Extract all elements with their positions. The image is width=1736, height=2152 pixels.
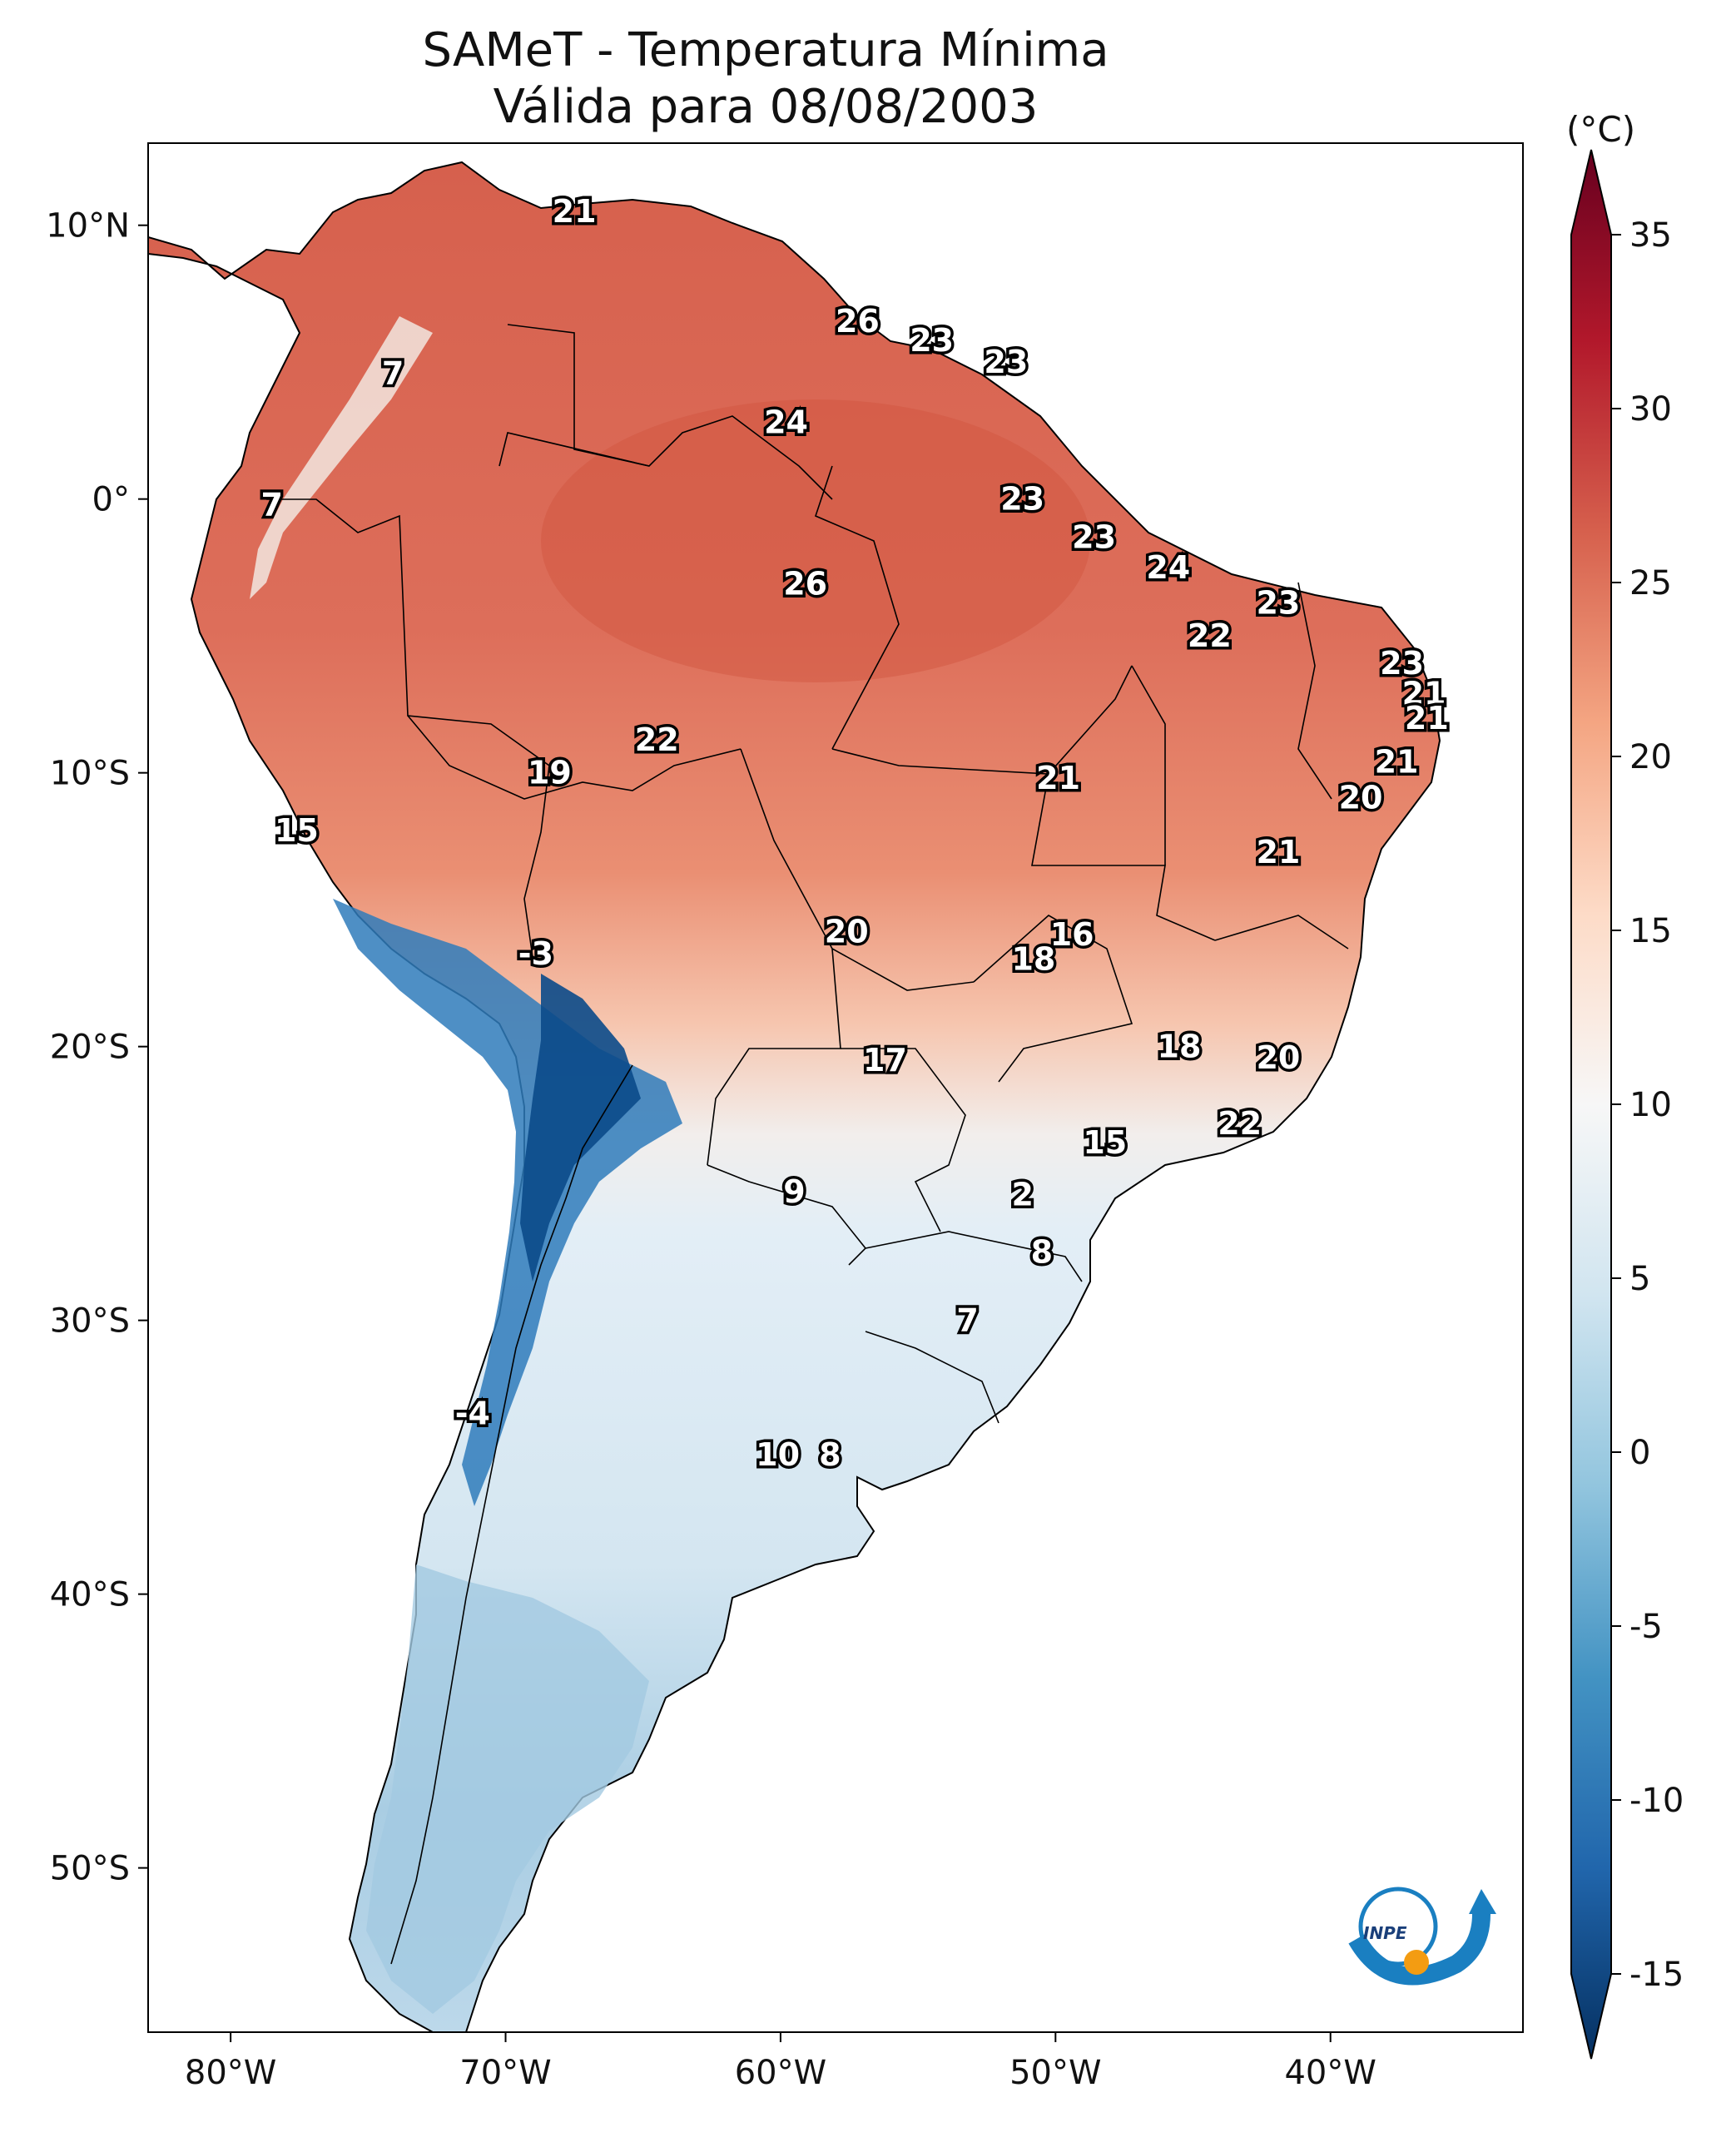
map-area: [148, 143, 1523, 2032]
inpe-logo: INPE: [1348, 1887, 1496, 1986]
station-label: 9: [783, 1173, 805, 1210]
station-label: -3: [518, 935, 553, 972]
political-borders: [266, 324, 1349, 1965]
inpe-logo-text: INPE: [1363, 1923, 1407, 1943]
station-label: 7: [260, 486, 282, 523]
map-subtitle: Válida para 08/08/2003: [493, 80, 1039, 134]
station-label: 21: [1402, 675, 1446, 712]
station-label: 26: [836, 303, 880, 340]
lon-tick-label: 40°W: [1284, 2054, 1376, 2092]
colorbar-tick-label: -15: [1629, 1956, 1684, 1994]
station-label: 19: [528, 755, 572, 791]
colorbar: (°C) 35 30 25 20 15 10 5 0 -5 -10 -15: [1566, 109, 1684, 2060]
station-label: 24: [764, 404, 808, 441]
station-label: 23: [1072, 519, 1116, 556]
station-label: 21: [553, 193, 597, 230]
lon-tick-label: 50°W: [1009, 2054, 1101, 2092]
station-label: 18: [1011, 940, 1055, 977]
station-label: 15: [275, 812, 319, 849]
colorbar-tick-label: 30: [1629, 390, 1672, 429]
station-label: 8: [1031, 1233, 1053, 1270]
patagonia-cool-area: [366, 1564, 649, 2014]
station-label: 10: [756, 1436, 800, 1473]
lat-tick-label: 20°S: [50, 1029, 130, 1067]
station-label: 22: [635, 721, 679, 758]
lon-tick-label: 70°W: [459, 2054, 551, 2092]
northern-andes-streak: [250, 316, 433, 599]
colorbar-ticks: 35 30 25 20 15 10 5 0 -5 -10 -15: [1611, 216, 1684, 1994]
station-label: 7: [956, 1302, 978, 1339]
colorbar-body: [1570, 149, 1612, 2060]
station-label: 22: [1188, 617, 1232, 654]
station-label: 8: [819, 1436, 841, 1473]
station-label: 21: [1256, 834, 1300, 870]
colorbar-unit-label: (°C): [1566, 109, 1635, 150]
latitude-axis: 10°N 0° 10°S 20°S 30°S 40°S 50°S: [46, 207, 148, 1888]
colorbar-tick-label: 0: [1629, 1434, 1650, 1472]
map-frame: [147, 142, 1524, 2033]
station-label: 23: [1380, 645, 1424, 682]
station-label: 20: [1339, 779, 1383, 816]
station-label: 15: [1083, 1124, 1127, 1161]
map-title: SAMeT - Temperatura Mínima: [422, 23, 1109, 77]
colorbar-tick-label: -5: [1629, 1608, 1663, 1646]
lon-tick-label: 60°W: [735, 2054, 826, 2092]
colorbar-tick-label: 15: [1629, 912, 1672, 950]
station-label: 21: [1036, 760, 1080, 796]
lon-tick-label: 80°W: [185, 2054, 276, 2092]
station-label: 23: [1000, 481, 1044, 518]
station-label: 7: [382, 355, 404, 391]
station-label: 17: [863, 1042, 907, 1078]
station-label: 23: [1256, 585, 1300, 622]
station-label: 2: [1011, 1176, 1033, 1212]
station-label: 20: [1256, 1039, 1300, 1076]
lat-tick-label: 10°S: [50, 755, 130, 793]
colorbar-tick-label: 25: [1629, 564, 1672, 602]
station-label: 21: [1405, 700, 1449, 736]
colorbar-tick-label: -10: [1629, 1782, 1684, 1820]
lat-tick-label: 0°: [92, 481, 130, 519]
station-label: 21: [1375, 744, 1419, 781]
colorbar-tick-label: 5: [1629, 1260, 1650, 1298]
station-label: 26: [783, 566, 827, 602]
lat-tick-label: 10°N: [46, 207, 130, 245]
station-label: 22: [1218, 1105, 1262, 1142]
south-america-landmass: [148, 161, 1441, 2032]
longitude-axis: 80°W 70°W 60°W 50°W 40°W: [185, 2032, 1376, 2092]
station-label: 23: [984, 344, 1028, 380]
colorbar-tick-label: 10: [1629, 1086, 1672, 1124]
station-label: 16: [1050, 916, 1094, 953]
station-label: 24: [1146, 549, 1190, 586]
colorbar-tick-label: 20: [1629, 738, 1672, 776]
station-label: 23: [910, 322, 954, 359]
station-label: 18: [1158, 1029, 1202, 1065]
station-label: 20: [825, 913, 869, 950]
altiplano-cold-core: [520, 974, 641, 1282]
lat-tick-label: 40°S: [50, 1576, 130, 1614]
station-label: -4: [455, 1395, 490, 1431]
amazon-warm-core: [541, 399, 1090, 682]
lat-tick-label: 30°S: [50, 1302, 130, 1341]
lat-tick-label: 50°S: [50, 1850, 130, 1888]
colorbar-tick-label: 35: [1629, 216, 1672, 255]
